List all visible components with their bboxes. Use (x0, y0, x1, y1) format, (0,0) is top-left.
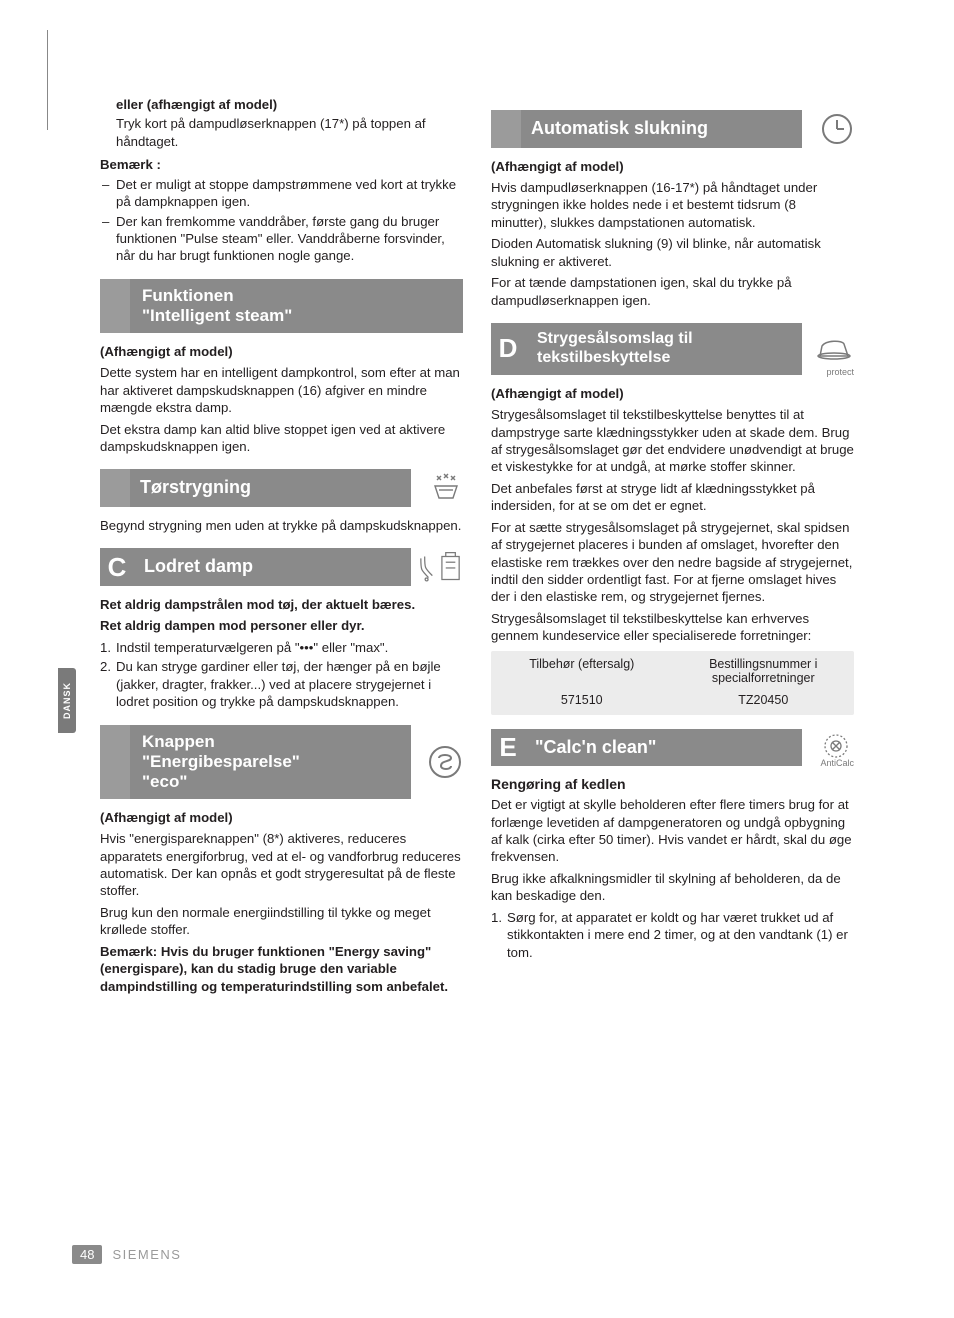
body-text: Dette system har en intelligent dampkont… (100, 364, 463, 416)
section-letter: C (100, 548, 134, 586)
step-text: Du kan stryge gardiner eller tøj, der hæ… (116, 659, 441, 709)
section-letter: E (491, 729, 525, 767)
eco-icon (411, 725, 463, 799)
left-column: eller (afhængigt af model) Tryk kort på … (100, 96, 463, 999)
section-header-intelligent: Funktionen"Intelligent steam" (100, 279, 463, 333)
page-footer: 48 SIEMENS (72, 1245, 181, 1264)
depends-label: (Afhængigt af model) (491, 158, 854, 175)
language-tab: DANSK (58, 668, 76, 733)
right-column: Automatisk slukning (Afhængigt af model)… (491, 96, 854, 999)
page-number: 48 (72, 1245, 102, 1264)
note-label: Bemærk : (100, 156, 463, 173)
brand-label: SIEMENS (112, 1247, 181, 1262)
body-text: Strygesålsomslaget til tekstilbeskyttels… (491, 406, 854, 476)
section-header-dry: Tørstrygning (100, 469, 463, 507)
table-header: Tilbehør (eftersalg) Bestillingsnummer i… (491, 651, 854, 689)
page-body: eller (afhængigt af model) Tryk kort på … (0, 0, 954, 1059)
list-item: 1.Indstil temperaturvælgeren på "•••" el… (116, 639, 463, 656)
table-row: 571510 TZ20450 (491, 689, 854, 715)
depends-label: (Afhængigt af model) (100, 809, 463, 826)
list-item: Der kan fremkomme vanddråber, første gan… (116, 213, 463, 265)
body-text: Begynd strygning men uden at trykke på d… (100, 517, 463, 534)
table-header-cell: Bestillingsnummer i specialforretninger (673, 657, 855, 685)
section-title: Funktionen"Intelligent steam" (130, 279, 463, 333)
body-text: Dioden Automatisk slukning (9) vil blink… (491, 235, 854, 270)
header-accent (100, 725, 130, 799)
list-item: Det er muligt at stoppe dampstrømmene ve… (116, 176, 463, 211)
body-text: Det ekstra damp kan altid blive stoppet … (100, 421, 463, 456)
steps-list: 1.Indstil temperaturvælgeren på "•••" el… (100, 639, 463, 711)
steps-list: 1.Sørg for, at apparatet er koldt og har… (491, 909, 854, 961)
section-title: Tørstrygning (130, 469, 411, 507)
list-item: 2.Du kan stryge gardiner eller tøj, der … (116, 658, 463, 710)
dry-icon (411, 469, 463, 507)
body-text: Brug ikke afkalkningsmidler til skylning… (491, 870, 854, 905)
subsection-title: Rengøring af kedlen (491, 776, 854, 792)
anticalc-icon: AntiCalc (802, 729, 854, 767)
section-title: Strygesålsomslag til tekstilbeskyttelse (525, 323, 802, 375)
step-text: Sørg for, at apparatet er koldt og har v… (507, 910, 848, 960)
clock-icon (802, 110, 854, 148)
body-text: Hvis dampudløserknappen (16-17*) på hånd… (491, 179, 854, 231)
intro-p1: Tryk kort på dampudløserknappen (17*) på… (100, 115, 463, 150)
body-text: For at sætte strygesålsomslaget på stryg… (491, 519, 854, 606)
body-text: Strygesålsomslaget til tekstilbeskyttels… (491, 610, 854, 645)
vertical-steam-icon (411, 548, 463, 586)
section-title: "Calc'n clean" (525, 729, 802, 767)
section-title: Knappen"Energibesparelse""eco" (130, 725, 411, 799)
warning-text: Ret aldrig dampstrålen mod tøj, der aktu… (100, 596, 463, 613)
body-text: Det anbefales først at stryge lidt af kl… (491, 480, 854, 515)
header-accent (491, 110, 521, 148)
warning-text: Ret aldrig dampen mod personer eller dyr… (100, 617, 463, 634)
body-text: Hvis "energispareknappen" (8*) aktiveres… (100, 830, 463, 900)
section-letter: D (491, 323, 525, 375)
body-text: For at tænde dampstationen igen, skal du… (491, 274, 854, 309)
table-header-cell: Tilbehør (eftersalg) (491, 657, 673, 685)
icon-sublabel: protect (826, 367, 854, 377)
accessories-table: Tilbehør (eftersalg) Bestillingsnummer i… (491, 651, 854, 715)
icon-sublabel: AntiCalc (820, 758, 854, 768)
section-header-auto: Automatisk slukning (491, 110, 854, 148)
list-item: 1.Sørg for, at apparatet er koldt og har… (507, 909, 854, 961)
header-accent (100, 469, 130, 507)
section-header-e: E "Calc'n clean" AntiCalc (491, 729, 854, 767)
note-list: Det er muligt at stoppe dampstrømmene ve… (100, 176, 463, 265)
section-header-eco: Knappen"Energibesparelse""eco" (100, 725, 463, 799)
depends-label: (Afhængigt af model) (491, 385, 854, 402)
table-cell: TZ20450 (673, 693, 855, 707)
section-title: Lodret damp (134, 548, 411, 586)
body-text: Brug kun den normale energiindstilling t… (100, 904, 463, 939)
section-header-c: C Lodret damp (100, 548, 463, 586)
body-text: Det er vigtigt at skylle beholderen efte… (491, 796, 854, 866)
margin-line (47, 30, 48, 130)
note-bold: Bemærk: Hvis du bruger funktionen "Energ… (100, 943, 463, 995)
iron-protect-icon: protect (802, 323, 854, 375)
section-title: Automatisk slukning (521, 110, 802, 148)
intro-bold: eller (afhængigt af model) (100, 96, 463, 113)
header-accent (100, 279, 130, 333)
depends-label: (Afhængigt af model) (100, 343, 463, 360)
table-cell: 571510 (491, 693, 673, 707)
section-header-d: D Strygesålsomslag til tekstilbeskyttels… (491, 323, 854, 375)
step-text: Indstil temperaturvælgeren på "•••" elle… (116, 640, 388, 655)
